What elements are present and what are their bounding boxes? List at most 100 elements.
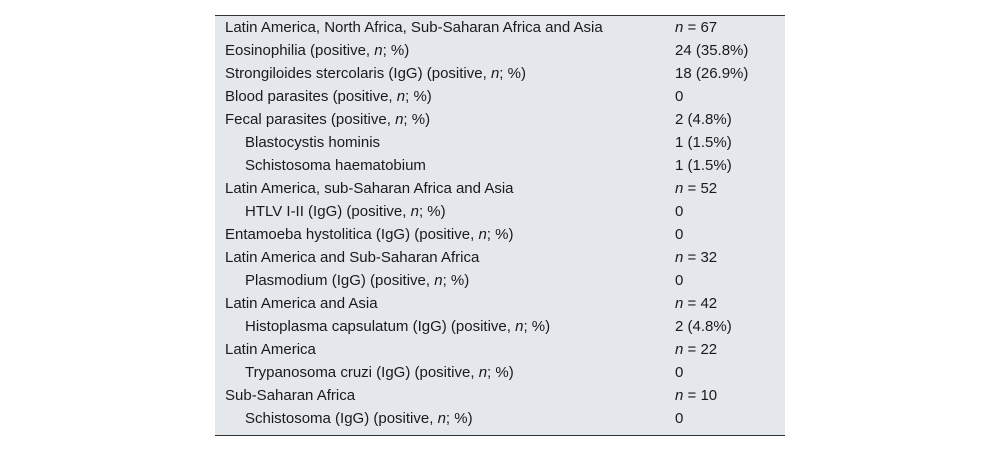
table-row: Sub-Saharan Africa n = 10 bbox=[215, 384, 785, 407]
row-value: 0 bbox=[665, 200, 785, 223]
row-value-text: 2 (4.8%) bbox=[675, 111, 732, 128]
row-label-text: Schistosoma (IgG) (positive, bbox=[245, 410, 438, 427]
row-value-text: 1 (1.5%) bbox=[675, 157, 732, 174]
row-label-text: Plasmodium (IgG) (positive, bbox=[245, 272, 435, 289]
row-label-n-symbol: n bbox=[437, 410, 446, 427]
row-value: 0 bbox=[665, 85, 785, 108]
row-value-text: 0 bbox=[675, 226, 684, 243]
row-label-text: Fecal parasites (positive, bbox=[225, 111, 396, 128]
row-label: Schistosoma (IgG) (positive, n; %) bbox=[215, 407, 665, 430]
results-table: Latin America, North Africa, Sub-Saharan… bbox=[215, 16, 785, 430]
row-value: n = 67 bbox=[665, 16, 785, 39]
row-label-text: Sub-Saharan Africa bbox=[225, 387, 356, 404]
table-row: Latin America and Asia n = 42 bbox=[215, 292, 785, 315]
row-label-text: Histoplasma capsulatum (IgG) (positive, bbox=[245, 318, 516, 335]
table-row: Strongiloides stercolaris (IgG) (positiv… bbox=[215, 62, 785, 85]
row-value: 24 (35.8%) bbox=[665, 39, 785, 62]
table-row: Schistosoma haematobium 1 (1.5%) bbox=[215, 154, 785, 177]
row-value-text: 0 bbox=[675, 272, 684, 289]
row-label-n-symbol: n bbox=[490, 65, 500, 82]
row-label-suffix: ; %) bbox=[523, 318, 551, 335]
row-value-text: = 42 bbox=[683, 295, 718, 312]
row-label: Entamoeba hystolitica (IgG) (positive, n… bbox=[215, 223, 665, 246]
row-label-suffix: ; %) bbox=[486, 226, 514, 243]
row-value: n = 52 bbox=[665, 177, 785, 200]
row-label-text: Trypanosoma cruzi (IgG) (positive, bbox=[245, 364, 479, 381]
row-label-n-symbol: n bbox=[478, 364, 488, 381]
row-label: Trypanosoma cruzi (IgG) (positive, n; %) bbox=[215, 361, 665, 384]
table-row: Fecal parasites (positive, n; %) 2 (4.8%) bbox=[215, 108, 785, 131]
row-label-suffix: ; %) bbox=[487, 364, 514, 381]
row-label-suffix: ; %) bbox=[382, 42, 410, 59]
row-label: Latin America, North Africa, Sub-Saharan… bbox=[215, 16, 665, 39]
row-label-n-symbol: n bbox=[395, 111, 404, 128]
row-value: n = 32 bbox=[665, 246, 785, 269]
row-value: 1 (1.5%) bbox=[665, 131, 785, 154]
row-label: Plasmodium (IgG) (positive, n; %) bbox=[215, 269, 665, 292]
row-value: 2 (4.8%) bbox=[665, 108, 785, 131]
row-label-n-symbol: n bbox=[396, 88, 406, 105]
row-value-text: 24 (35.8%) bbox=[675, 42, 749, 59]
row-value-text: 2 (4.8%) bbox=[675, 318, 732, 335]
row-value: n = 42 bbox=[665, 292, 785, 315]
row-value-n-symbol: n bbox=[675, 295, 684, 312]
row-value-n-symbol: n bbox=[675, 19, 684, 36]
table-row: Entamoeba hystolitica (IgG) (positive, n… bbox=[215, 223, 785, 246]
row-label: Eosinophilia (positive, n; %) bbox=[215, 39, 665, 62]
row-label: Latin America, sub-Saharan Africa and As… bbox=[215, 177, 665, 200]
row-value: 0 bbox=[665, 361, 785, 384]
row-label-suffix: ; %) bbox=[445, 410, 473, 427]
row-label-text: Latin America and Asia bbox=[225, 295, 378, 312]
row-value-text: = 10 bbox=[683, 387, 718, 404]
row-label-suffix: ; %) bbox=[442, 272, 470, 289]
table-row: Latin America, North Africa, Sub-Saharan… bbox=[215, 16, 785, 39]
results-table-container: Latin America, North Africa, Sub-Saharan… bbox=[215, 15, 785, 436]
row-value-n-symbol: n bbox=[675, 341, 684, 358]
row-label-suffix: ; %) bbox=[499, 65, 526, 82]
row-value-text: 0 bbox=[675, 364, 684, 381]
row-label-text: Latin America bbox=[225, 341, 316, 358]
row-value: 0 bbox=[665, 269, 785, 292]
row-value: 1 (1.5%) bbox=[665, 154, 785, 177]
table-row: Histoplasma capsulatum (IgG) (positive, … bbox=[215, 315, 785, 338]
row-label: Schistosoma haematobium bbox=[215, 154, 665, 177]
row-label: Blastocystis hominis bbox=[215, 131, 665, 154]
row-value: n = 22 bbox=[665, 338, 785, 361]
results-table-body: Latin America, North Africa, Sub-Saharan… bbox=[215, 16, 785, 430]
row-label-text: Blood parasites (positive, bbox=[225, 88, 397, 105]
row-value-text: 0 bbox=[675, 203, 684, 220]
row-value-text: = 52 bbox=[683, 180, 718, 197]
table-row: Blastocystis hominis 1 (1.5%) bbox=[215, 131, 785, 154]
row-label-suffix: ; %) bbox=[405, 88, 432, 105]
row-label: Sub-Saharan Africa bbox=[215, 384, 665, 407]
row-label-text: Latin America, sub-Saharan Africa and As… bbox=[225, 180, 514, 197]
row-label: Latin America bbox=[215, 338, 665, 361]
row-label: Blood parasites (positive, n; %) bbox=[215, 85, 665, 108]
row-value: 0 bbox=[665, 407, 785, 430]
row-value: 18 (26.9%) bbox=[665, 62, 785, 85]
row-label: Latin America and Sub-Saharan Africa bbox=[215, 246, 665, 269]
row-label: Strongiloides stercolaris (IgG) (positiv… bbox=[215, 62, 665, 85]
row-label: HTLV I-II (IgG) (positive, n; %) bbox=[215, 200, 665, 223]
table-row: Eosinophilia (positive, n; %) 24 (35.8%) bbox=[215, 39, 785, 62]
table-row: HTLV I-II (IgG) (positive, n; %) 0 bbox=[215, 200, 785, 223]
row-label-suffix: ; %) bbox=[403, 111, 431, 128]
row-value: 0 bbox=[665, 223, 785, 246]
row-label-n-symbol: n bbox=[374, 42, 383, 59]
row-value-n-symbol: n bbox=[675, 249, 684, 266]
row-label-text: Blastocystis hominis bbox=[245, 134, 381, 151]
row-label-text: Entamoeba hystolitica (IgG) (positive, bbox=[225, 226, 479, 243]
row-label-text: Latin America, North Africa, Sub-Saharan… bbox=[225, 19, 603, 36]
row-label-n-symbol: n bbox=[434, 272, 443, 289]
row-value: n = 10 bbox=[665, 384, 785, 407]
row-label-text: HTLV I-II (IgG) (positive, bbox=[245, 203, 411, 220]
row-label: Fecal parasites (positive, n; %) bbox=[215, 108, 665, 131]
row-value-text: = 22 bbox=[683, 341, 718, 358]
table-row: Latin America, sub-Saharan Africa and As… bbox=[215, 177, 785, 200]
row-label-n-symbol: n bbox=[515, 318, 524, 335]
row-label-text: Schistosoma haematobium bbox=[245, 157, 426, 174]
table-row: Blood parasites (positive, n; %) 0 bbox=[215, 85, 785, 108]
row-label: Histoplasma capsulatum (IgG) (positive, … bbox=[215, 315, 665, 338]
table-row: Latin America n = 22 bbox=[215, 338, 785, 361]
row-value-text: 1 (1.5%) bbox=[675, 134, 732, 151]
